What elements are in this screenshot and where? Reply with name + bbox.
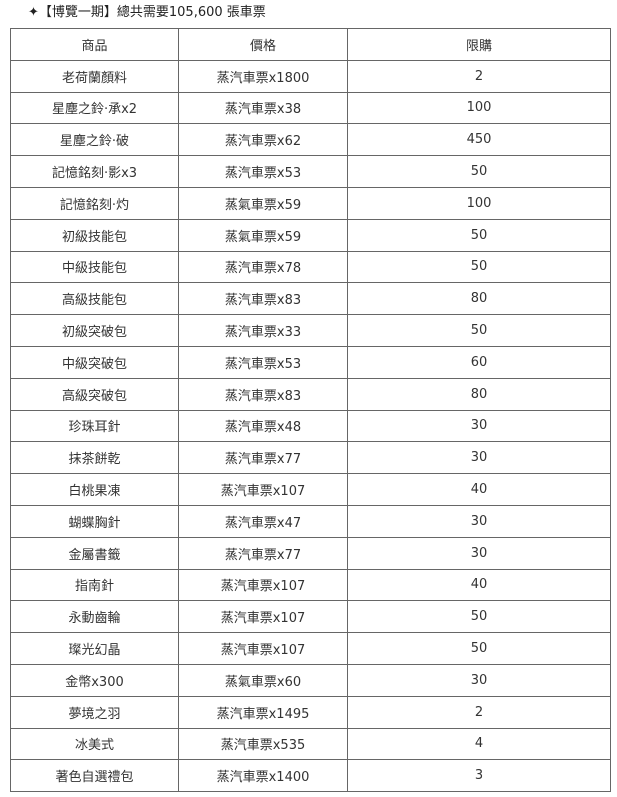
price-cell: 蒸汽車票x107 bbox=[178, 600, 348, 634]
table-row: 高級突破包 蒸汽車票x83 80 bbox=[10, 377, 611, 411]
item-cell: 珍珠耳針 bbox=[10, 409, 179, 443]
table-header-row: 商品 價格 限購 bbox=[10, 28, 611, 61]
table-row: 星塵之鈴·承x2 蒸汽車票x38 100 bbox=[10, 91, 611, 125]
price-cell: 蒸汽車票x535 bbox=[178, 727, 348, 761]
column-header-limit: 限購 bbox=[347, 28, 611, 61]
item-cell: 金幣x300 bbox=[10, 663, 179, 697]
table-row: 初級技能包 蒸氣車票x59 50 bbox=[10, 218, 611, 252]
limit-cell: 40 bbox=[347, 568, 611, 602]
table-row: 記憶銘刻·影x3 蒸汽車票x53 50 bbox=[10, 155, 611, 188]
price-cell: 蒸汽車票x77 bbox=[178, 536, 348, 570]
limit-cell: 4 bbox=[347, 727, 611, 761]
item-cell: 抹茶餅乾 bbox=[10, 441, 179, 475]
table-row: 冰美式 蒸汽車票x535 4 bbox=[10, 727, 611, 761]
table-row: 蝴蝶胸針 蒸汽車票x47 30 bbox=[10, 504, 611, 538]
limit-cell: 3 bbox=[347, 759, 611, 793]
table-row: 璨光幻晶 蒸汽車票x107 50 bbox=[10, 632, 611, 665]
limit-cell: 2 bbox=[347, 695, 611, 729]
item-cell: 記憶銘刻·灼 bbox=[10, 186, 179, 220]
table-row: 指南針 蒸汽車票x107 40 bbox=[10, 568, 611, 602]
table-row: 抹茶餅乾 蒸汽車票x77 30 bbox=[10, 441, 611, 475]
price-cell: 蒸汽車票x53 bbox=[178, 345, 348, 379]
limit-cell: 60 bbox=[347, 345, 611, 379]
item-cell: 星塵之鈴·破 bbox=[10, 123, 179, 157]
limit-cell: 50 bbox=[347, 155, 611, 188]
table-row: 初級突破包 蒸汽車票x33 50 bbox=[10, 314, 611, 347]
limit-cell: 50 bbox=[347, 314, 611, 347]
price-cell: 蒸氣車票x59 bbox=[178, 186, 348, 220]
table-row: 星塵之鈴·破 蒸汽車票x62 450 bbox=[10, 123, 611, 157]
limit-cell: 50 bbox=[347, 218, 611, 252]
limit-cell: 30 bbox=[347, 663, 611, 697]
item-cell: 初級技能包 bbox=[10, 218, 179, 252]
table-row: 著色自選禮包 蒸汽車票x1400 3 bbox=[10, 759, 611, 793]
price-cell: 蒸汽車票x1800 bbox=[178, 59, 348, 93]
item-cell: 中級技能包 bbox=[10, 250, 179, 284]
limit-cell: 50 bbox=[347, 600, 611, 634]
table-row: 金幣x300 蒸氣車票x60 30 bbox=[10, 663, 611, 697]
column-header-item: 商品 bbox=[10, 28, 179, 61]
price-cell: 蒸汽車票x1400 bbox=[178, 759, 348, 793]
table-row: 高級技能包 蒸汽車票x83 80 bbox=[10, 282, 611, 316]
item-cell: 記憶銘刻·影x3 bbox=[10, 155, 179, 188]
limit-cell: 30 bbox=[347, 504, 611, 538]
price-cell: 蒸汽車票x83 bbox=[178, 377, 348, 411]
item-cell: 冰美式 bbox=[10, 727, 179, 761]
table-row: 夢境之羽 蒸汽車票x1495 2 bbox=[10, 695, 611, 729]
table-row: 永動齒輪 蒸汽車票x107 50 bbox=[10, 600, 611, 634]
item-cell: 夢境之羽 bbox=[10, 695, 179, 729]
item-cell: 中級突破包 bbox=[10, 345, 179, 379]
price-cell: 蒸氣車票x60 bbox=[178, 663, 348, 697]
item-cell: 初級突破包 bbox=[10, 314, 179, 347]
item-cell: 白桃果凍 bbox=[10, 473, 179, 506]
price-cell: 蒸汽車票x33 bbox=[178, 314, 348, 347]
column-header-price: 價格 bbox=[178, 28, 348, 61]
item-cell: 著色自選禮包 bbox=[10, 759, 179, 793]
table-row: 記憶銘刻·灼 蒸氣車票x59 100 bbox=[10, 186, 611, 220]
price-cell: 蒸汽車票x48 bbox=[178, 409, 348, 443]
table-row: 中級突破包 蒸汽車票x53 60 bbox=[10, 345, 611, 379]
item-cell: 蝴蝶胸針 bbox=[10, 504, 179, 538]
item-cell: 老荷蘭顏料 bbox=[10, 59, 179, 93]
price-cell: 蒸氣車票x59 bbox=[178, 218, 348, 252]
item-cell: 永動齒輪 bbox=[10, 600, 179, 634]
limit-cell: 30 bbox=[347, 409, 611, 443]
limit-cell: 30 bbox=[347, 441, 611, 475]
table-row: 老荷蘭顏料 蒸汽車票x1800 2 bbox=[10, 59, 611, 93]
item-cell: 高級突破包 bbox=[10, 377, 179, 411]
item-cell: 指南針 bbox=[10, 568, 179, 602]
page-title: ✦【博覽一期】總共需要105,600 張車票 bbox=[28, 5, 266, 20]
table-row: 金屬書籤 蒸汽車票x77 30 bbox=[10, 536, 611, 570]
price-cell: 蒸汽車票x107 bbox=[178, 473, 348, 506]
price-cell: 蒸汽車票x107 bbox=[178, 568, 348, 602]
price-cell: 蒸汽車票x77 bbox=[178, 441, 348, 475]
limit-cell: 100 bbox=[347, 91, 611, 125]
price-cell: 蒸汽車票x62 bbox=[178, 123, 348, 157]
limit-cell: 50 bbox=[347, 632, 611, 665]
price-cell: 蒸汽車票x47 bbox=[178, 504, 348, 538]
item-cell: 璨光幻晶 bbox=[10, 632, 179, 665]
item-cell: 金屬書籤 bbox=[10, 536, 179, 570]
table-row: 珍珠耳針 蒸汽車票x48 30 bbox=[10, 409, 611, 443]
limit-cell: 40 bbox=[347, 473, 611, 506]
limit-cell: 30 bbox=[347, 536, 611, 570]
table-row: 中級技能包 蒸汽車票x78 50 bbox=[10, 250, 611, 284]
price-cell: 蒸汽車票x107 bbox=[178, 632, 348, 665]
limit-cell: 80 bbox=[347, 377, 611, 411]
price-cell: 蒸汽車票x78 bbox=[178, 250, 348, 284]
shop-table: 商品 價格 限購 老荷蘭顏料 蒸汽車票x1800 2 星塵之鈴·承x2 蒸汽車票x38 1… bbox=[10, 28, 611, 793]
limit-cell: 100 bbox=[347, 186, 611, 220]
price-cell: 蒸汽車票x38 bbox=[178, 91, 348, 125]
item-cell: 星塵之鈴·承x2 bbox=[10, 91, 179, 125]
price-cell: 蒸汽車票x53 bbox=[178, 155, 348, 188]
limit-cell: 80 bbox=[347, 282, 611, 316]
limit-cell: 2 bbox=[347, 59, 611, 93]
item-cell: 高級技能包 bbox=[10, 282, 179, 316]
limit-cell: 50 bbox=[347, 250, 611, 284]
price-cell: 蒸汽車票x83 bbox=[178, 282, 348, 316]
limit-cell: 450 bbox=[347, 123, 611, 157]
price-cell: 蒸汽車票x1495 bbox=[178, 695, 348, 729]
table-row: 白桃果凍 蒸汽車票x107 40 bbox=[10, 473, 611, 506]
